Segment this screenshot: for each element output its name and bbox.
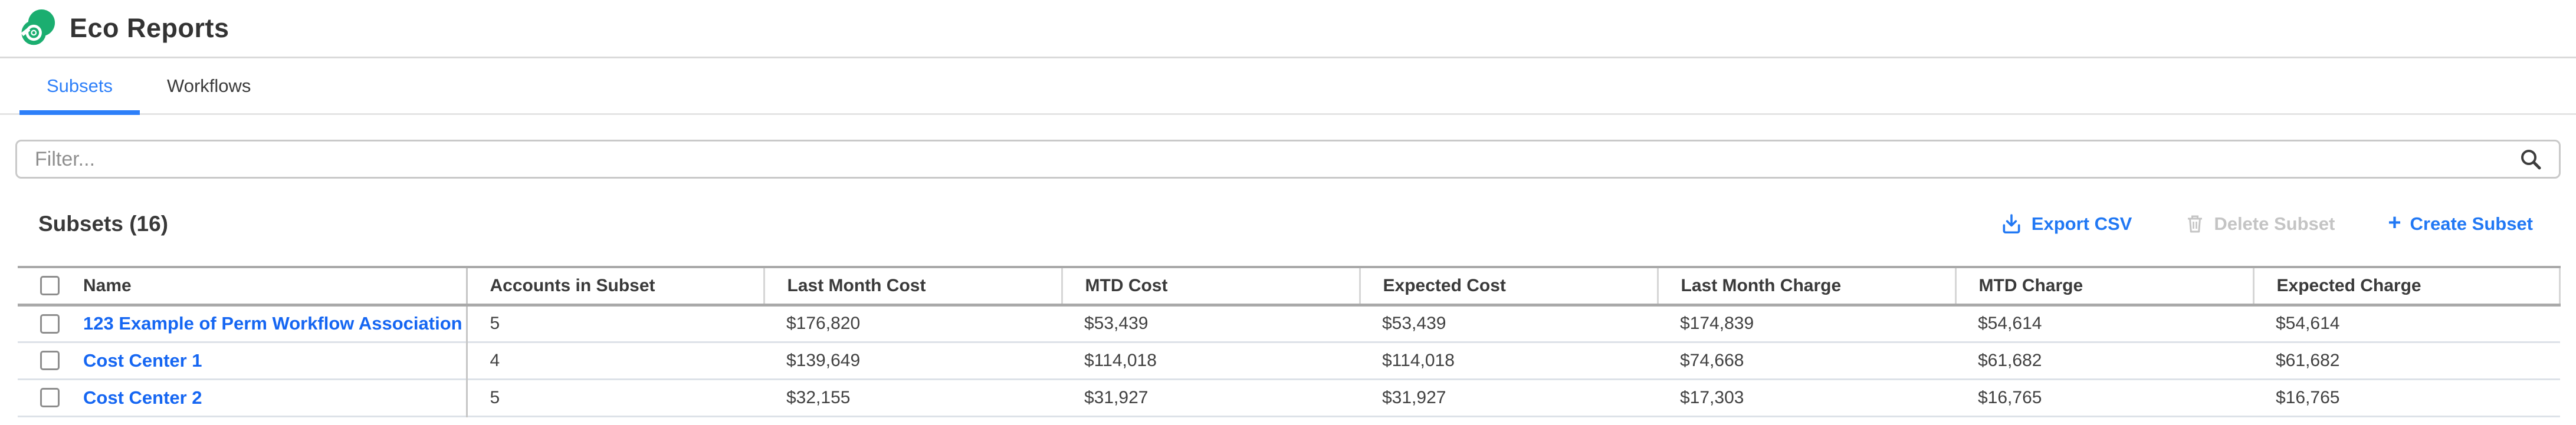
- cell-expected-charge: $16,765: [2276, 387, 2340, 407]
- cell-mtd-cost: $114,018: [1084, 350, 1157, 370]
- toolbar-actions: Export CSV Delete Subset + Create Subset: [2000, 210, 2533, 235]
- column-header-accounts[interactable]: Accounts in Subset: [465, 267, 764, 305]
- column-header-mtd-cost[interactable]: MTD Cost: [1061, 267, 1360, 305]
- filter-input[interactable]: [15, 140, 2561, 179]
- cell-accounts: 5: [490, 314, 500, 333]
- cell-expected-cost: $114,018: [1382, 350, 1455, 370]
- subsets-table: Name Accounts in Subset Last Month Cost …: [18, 266, 2561, 417]
- tab-subsets[interactable]: Subsets: [19, 58, 140, 115]
- column-header-name[interactable]: Name: [18, 267, 468, 305]
- cell-accounts: 4: [490, 350, 500, 370]
- cell-last-month-cost: $139,649: [786, 350, 861, 370]
- column-header-mtd-charge[interactable]: MTD Charge: [1954, 267, 2253, 305]
- table-header-row: Name Accounts in Subset Last Month Cost …: [18, 267, 2561, 305]
- cell-expected-cost: $31,927: [1382, 387, 1446, 407]
- cell-mtd-charge: $54,614: [1978, 314, 2042, 333]
- cell-last-month-cost: $32,155: [786, 387, 851, 407]
- select-all-checkbox[interactable]: [40, 276, 60, 296]
- filter-bar: [15, 140, 2561, 179]
- create-subset-button[interactable]: + Create Subset: [2388, 210, 2533, 235]
- create-subset-label: Create Subset: [2410, 213, 2533, 234]
- row-checkbox[interactable]: [40, 388, 60, 407]
- table-row: Cost Center 1 4 $139,649 $114,018 $114,0…: [18, 342, 2560, 379]
- row-checkbox[interactable]: [40, 351, 60, 370]
- export-csv-button[interactable]: Export CSV: [2000, 213, 2132, 235]
- table-row: 123 Example of Perm Workflow Association…: [18, 305, 2560, 342]
- cell-mtd-cost: $31,927: [1084, 387, 1148, 407]
- cell-accounts: 5: [490, 387, 500, 407]
- subset-name-link[interactable]: Cost Center 2: [83, 387, 202, 408]
- cell-last-month-cost: $176,820: [786, 314, 861, 333]
- plus-icon: +: [2388, 210, 2401, 235]
- cell-last-month-charge: $74,668: [1680, 350, 1744, 370]
- cell-mtd-charge: $16,765: [1978, 387, 2042, 407]
- cell-mtd-cost: $53,439: [1084, 314, 1148, 333]
- subsets-count-heading: Subsets (16): [38, 212, 169, 236]
- column-header-expected-cost[interactable]: Expected Cost: [1358, 267, 1658, 305]
- delete-subset-button[interactable]: Delete Subset: [2185, 213, 2335, 235]
- row-checkbox[interactable]: [40, 314, 60, 334]
- cell-last-month-charge: $17,303: [1680, 387, 1744, 407]
- trash-icon: [2188, 215, 2203, 233]
- app-header: Eco Reports: [0, 0, 2576, 58]
- tab-workflows[interactable]: Workflows: [167, 75, 251, 96]
- eco-swirl-logo-icon: [17, 9, 55, 48]
- cell-expected-charge: $61,682: [2276, 350, 2340, 370]
- page-title: Eco Reports: [70, 13, 229, 43]
- search-icon[interactable]: [2518, 147, 2544, 173]
- subset-name-link[interactable]: 123 Example of Perm Workflow Association: [83, 313, 462, 334]
- column-header-name-label: Name: [83, 275, 132, 295]
- subset-name-link[interactable]: Cost Center 1: [83, 350, 202, 371]
- download-icon: [2003, 214, 2020, 234]
- export-csv-label: Export CSV: [2031, 213, 2132, 234]
- delete-subset-label: Delete Subset: [2214, 213, 2335, 234]
- subsets-toolbar: Subsets (16) Export CSV Delete Subset + …: [38, 212, 2533, 236]
- column-header-last-month-cost[interactable]: Last Month Cost: [763, 267, 1062, 305]
- cell-mtd-charge: $61,682: [1978, 350, 2042, 370]
- table-row: Cost Center 2 5 $32,155 $31,927 $31,927 …: [18, 379, 2560, 416]
- tab-bar: Subsets Workflows: [0, 58, 2576, 115]
- cell-expected-cost: $53,439: [1382, 314, 1446, 333]
- cell-last-month-charge: $174,839: [1680, 314, 1754, 333]
- column-header-expected-charge[interactable]: Expected Charge: [2252, 267, 2561, 305]
- cell-expected-charge: $54,614: [2276, 314, 2340, 333]
- column-header-last-month-charge[interactable]: Last Month Charge: [1656, 267, 1955, 305]
